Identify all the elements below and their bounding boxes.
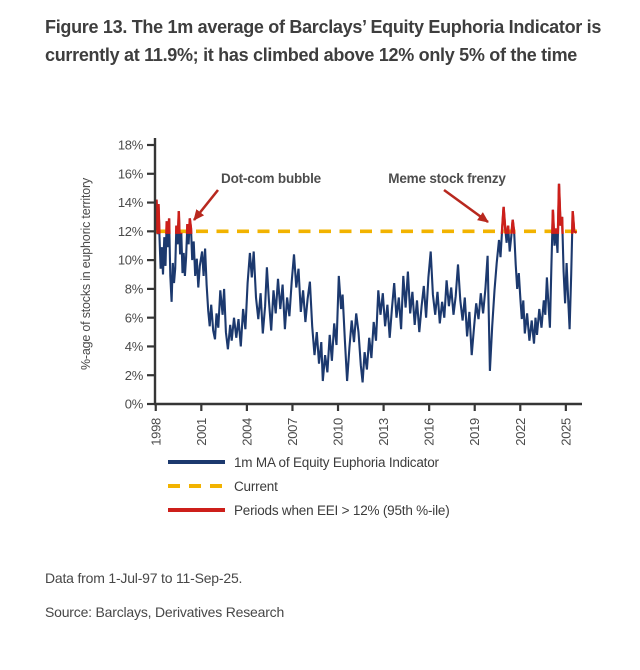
y-tick-label: 16% [118,166,144,181]
x-tick-label: 1998 [148,418,163,446]
x-tick-label: 2025 [558,418,573,446]
legend-item-current: Current [168,474,450,498]
x-tick-label: 2010 [331,418,346,446]
eei-line [154,183,578,383]
figure-title: Figure 13. The 1m average of Barclays’ E… [45,17,602,65]
legend-item-eei-line: 1m MA of Equity Euphoria Indicator [168,450,450,474]
y-tick-label: 6% [125,310,144,325]
legend-swatch-navy-line [168,460,225,464]
annotation-meme-arrow [443,188,489,224]
chart-legend: 1m MA of Equity Euphoria Indicator Curre… [168,450,450,522]
axes: 0% 2% 4% 6% 8% 10% 12% 14% 16% 18% 1998 2001 2004 200… [118,138,582,446]
y-tick-label: 4% [125,339,144,354]
y-tick-label: 8% [125,281,144,296]
x-tick-label: 2001 [194,418,209,446]
source-note: Source: Barclays, Derivatives Research [45,604,285,620]
y-tick-label: 0% [125,397,144,412]
data-range-note: Data from 1-Jul-97 to 11-Sep-25. [45,570,243,586]
legend-swatch-red-line [168,507,225,513]
legend-label: 1m MA of Equity Euphoria Indicator [234,454,439,470]
x-tick-label: 2016 [422,418,437,446]
y-axis-title: %-age of stocks in euphoric territory [79,177,93,370]
x-tick-label: 2022 [513,418,528,446]
y-tick-label: 14% [118,195,144,210]
series-lines [154,183,578,383]
eei-above-12-line [154,183,578,234]
annotation-meme-label: Meme stock frenzy [388,171,506,186]
y-tick-label: 10% [118,253,144,268]
x-tick-label: 2013 [376,418,391,446]
legend-item-above-12: Periods when EEI > 12% (95th %-ile) [168,498,450,522]
legend-label: Current [234,478,278,494]
eei-chart: 0% 2% 4% 6% 8% 10% 12% 14% 16% 18% 1998 2001 2004 200… [79,138,582,446]
annotation-dotcom-label: Dot-com bubble [221,171,322,186]
y-tick-label: 18% [118,138,144,153]
y-tick-label: 12% [118,224,144,239]
annotation-dotcom-arrow [192,189,220,221]
legend-label: Periods when EEI > 12% (95th %-ile) [234,502,450,518]
x-tick-label: 2019 [467,418,482,446]
x-tick-label: 2004 [239,418,254,446]
legend-swatch-dashed-line [168,484,225,488]
y-tick-label: 2% [125,368,144,383]
annotations: Dot-com bubble Meme stock frenzy [192,171,507,224]
x-tick-label: 2007 [285,418,300,446]
